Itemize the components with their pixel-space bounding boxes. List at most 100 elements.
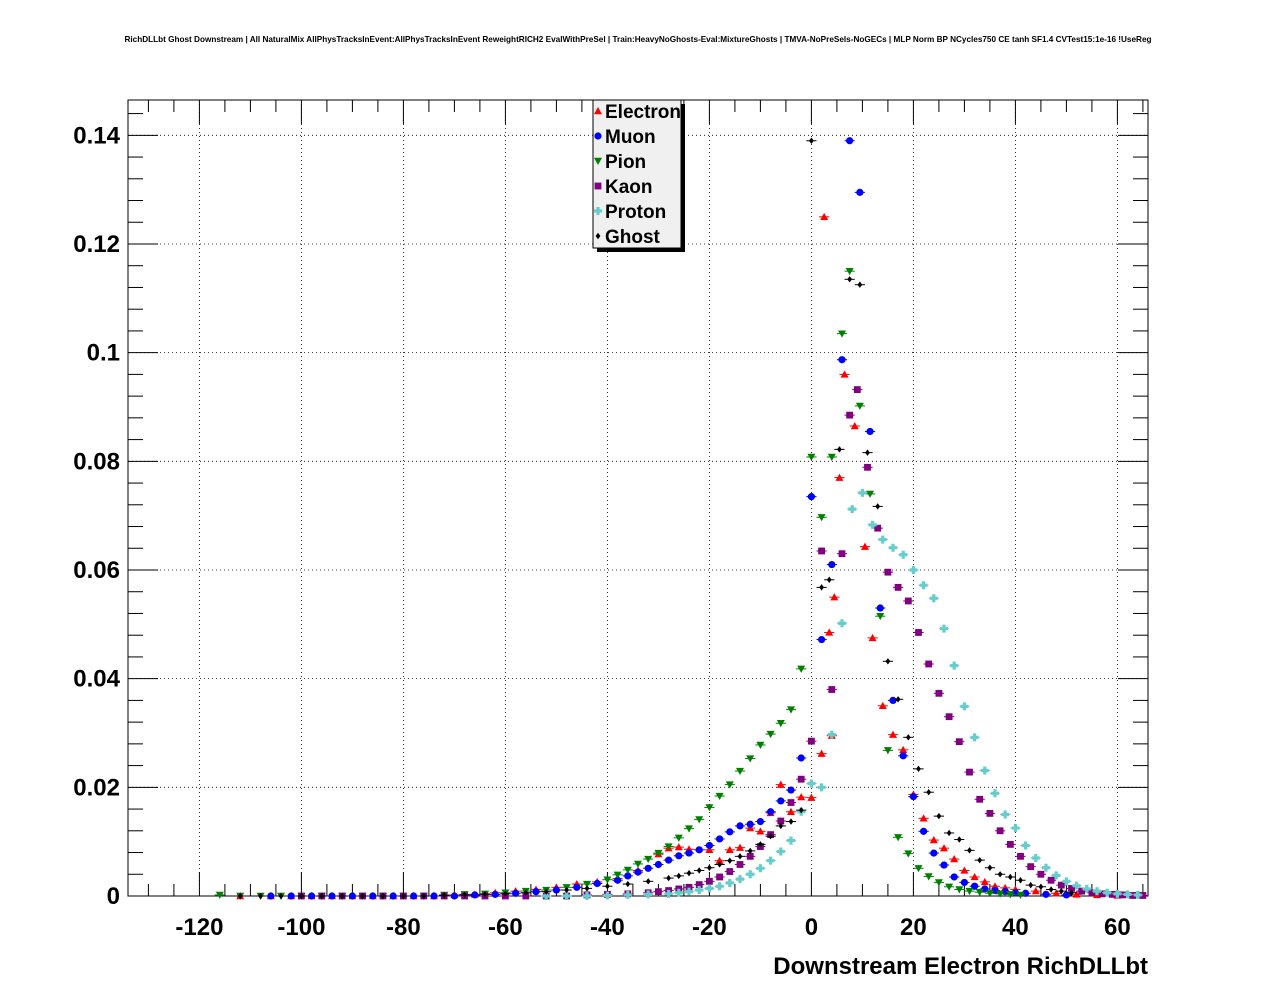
data-point: [866, 427, 874, 436]
data-point: [562, 892, 571, 900]
data-point: [584, 885, 590, 892]
data-point: [930, 849, 938, 857]
data-point: [1119, 891, 1126, 899]
data-point: [776, 780, 785, 788]
legend-label: Electron: [605, 102, 681, 123]
y-tick-label: 0.1: [87, 340, 120, 367]
data-point: [1078, 887, 1086, 895]
data-point: [369, 892, 377, 900]
data-point: [768, 833, 773, 840]
legend-item-pion: Pion: [594, 152, 646, 173]
data-point: [430, 892, 438, 900]
data-point: [787, 836, 795, 845]
data-point: [450, 892, 458, 900]
data-point: [919, 581, 928, 590]
y-tick-label: 0.08: [73, 448, 120, 475]
data-point: [817, 783, 826, 792]
data-point: [552, 886, 561, 894]
data-point: [715, 856, 724, 864]
data-point: [623, 866, 632, 874]
data-point: [860, 542, 869, 550]
x-tick-label: 60: [1104, 914, 1131, 941]
data-point: [339, 892, 345, 900]
data-point: [654, 860, 663, 869]
data-point: [532, 888, 540, 896]
data-point: [830, 593, 839, 601]
data-point: [644, 855, 653, 864]
data-point: [777, 817, 785, 825]
data-point: [940, 844, 948, 852]
data-point: [960, 702, 969, 711]
data-point: [348, 892, 356, 900]
data-point: [1018, 877, 1023, 884]
data-point: [970, 733, 979, 742]
x-tick-label: -120: [175, 914, 223, 941]
data-point: [915, 629, 922, 636]
y-tick-label: 0.12: [73, 231, 120, 258]
data-point: [725, 781, 734, 789]
data-point: [623, 890, 632, 899]
data-point: [817, 514, 826, 522]
series-ghost: [235, 137, 1077, 900]
data-point: [1139, 892, 1147, 899]
data-point: [674, 834, 683, 842]
data-point: [736, 767, 744, 776]
x-tick-label: 0: [805, 914, 818, 941]
data-point: [666, 874, 671, 882]
data-point: [726, 868, 734, 875]
data-point: [644, 890, 653, 899]
data-point: [1027, 863, 1035, 871]
data-point: [970, 872, 979, 881]
data-point: [889, 730, 897, 738]
data-point: [360, 892, 365, 900]
data-point: [614, 876, 622, 884]
data-point: [936, 812, 942, 820]
data-point: [491, 890, 499, 898]
data-point: [766, 856, 775, 865]
data-point: [875, 503, 881, 510]
data-point: [889, 543, 897, 552]
data-point: [977, 856, 983, 864]
data-point: [946, 829, 952, 837]
data-point: [605, 883, 610, 890]
data-point: [955, 886, 964, 894]
legend-item-proton: Proton: [594, 202, 666, 223]
data-point: [809, 137, 814, 144]
data-point: [847, 276, 853, 283]
legend-marker: [594, 207, 602, 215]
data-point: [736, 822, 744, 830]
data-point: [1057, 881, 1065, 889]
data-point: [706, 877, 713, 885]
data-point: [857, 281, 863, 288]
data-point: [838, 619, 846, 628]
legend-label: Ghost: [605, 227, 661, 248]
data-point: [876, 604, 884, 612]
data-point: [1048, 886, 1054, 893]
legend: Electron Muon Pion Kaon Proton Ghost: [592, 99, 685, 252]
data-point: [258, 892, 263, 900]
data-point: [817, 749, 826, 757]
data-point: [1133, 890, 1142, 899]
data-point: [1037, 870, 1045, 878]
data-point: [838, 550, 846, 558]
data-point: [828, 686, 836, 693]
data-point: [856, 188, 864, 196]
data-point: [1001, 810, 1010, 819]
data-point: [818, 547, 825, 555]
data-point: [471, 891, 479, 899]
data-point: [787, 807, 795, 815]
data-point: [878, 701, 887, 710]
data-point: [899, 745, 908, 754]
legend-item-muon: Muon: [594, 127, 656, 148]
data-point: [685, 849, 693, 857]
data-point: [787, 799, 795, 806]
data-point: [950, 855, 959, 863]
data-point: [645, 878, 651, 885]
data-point: [956, 836, 962, 843]
legend-label: Kaon: [605, 177, 653, 198]
data-point: [685, 887, 693, 896]
chart-title: RichDLLbt Ghost Downstream | All Natural…: [124, 35, 1151, 44]
data-point: [686, 869, 692, 877]
data-point: [997, 871, 1003, 878]
